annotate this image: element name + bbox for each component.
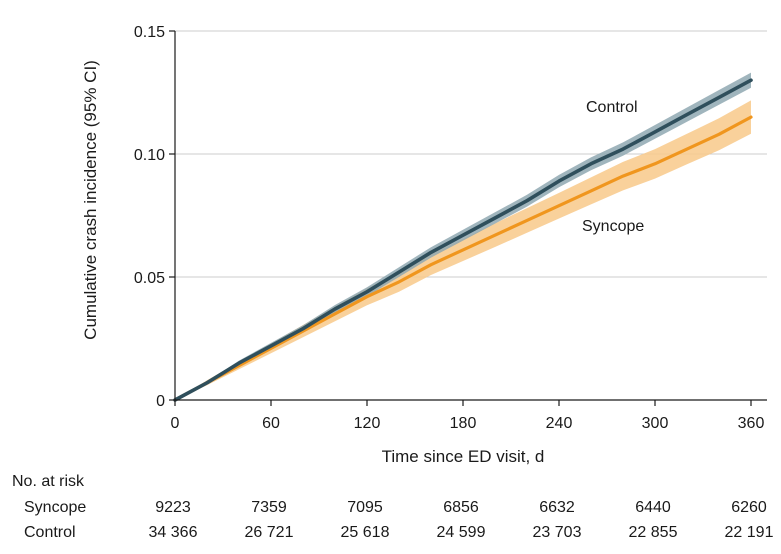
risk-value-control-3: 24 599 (437, 524, 486, 541)
risk-value-control-4: 23 703 (533, 524, 582, 541)
x-axis-label: Time since ED visit, d (382, 447, 545, 466)
x-tick-label-6: 360 (738, 415, 765, 432)
series-label-control: Control (586, 99, 638, 116)
risk-value-syncope-5: 6440 (635, 499, 671, 516)
x-tick-label-3: 180 (450, 415, 477, 432)
risk-value-control-5: 22 855 (629, 524, 678, 541)
x-tick-label-5: 300 (642, 415, 669, 432)
series-lines (173, 78, 753, 402)
y-axis-label: Cumulative crash incidence (95% CI) (81, 60, 100, 340)
axes (174, 31, 767, 401)
risk-row-label-control: Control (24, 524, 76, 541)
risk-value-syncope-4: 6632 (539, 499, 575, 516)
x-tick-label-0: 0 (171, 415, 180, 432)
y-tick-label-0: 0 (156, 393, 165, 410)
y-tick-label-3: 0.15 (134, 24, 165, 41)
risk-row-label-syncope: Syncope (24, 499, 86, 516)
series-line-control (173, 78, 753, 402)
y-tick-label-1: 0.05 (134, 270, 165, 287)
y-tick-label-2: 0.10 (134, 147, 165, 164)
y-axis-ticks: 0 0.05 0.10 0.15 (134, 24, 175, 410)
risk-value-syncope-3: 6856 (443, 499, 479, 516)
risk-value-control-6: 22 191 (725, 524, 774, 541)
risk-value-control-0: 34 366 (149, 524, 198, 541)
risk-value-control-2: 25 618 (341, 524, 390, 541)
series-line-syncope (173, 115, 753, 402)
risk-value-syncope-6: 6260 (731, 499, 767, 516)
x-tick-label-1: 60 (262, 415, 280, 432)
risk-value-syncope-2: 7095 (347, 499, 383, 516)
risk-value-control-1: 26 721 (245, 524, 294, 541)
x-axis-ticks: 0 60 120 180 240 300 360 (171, 400, 765, 432)
risk-value-syncope-1: 7359 (251, 499, 287, 516)
x-tick-label-2: 120 (354, 415, 381, 432)
risk-table-header: No. at risk (12, 473, 85, 490)
risk-table: Syncope 9223 7359 7095 6856 6632 6440 6260 Contr… (24, 499, 774, 541)
x-tick-label-4: 240 (546, 415, 573, 432)
series-label-syncope: Syncope (582, 218, 644, 235)
risk-value-syncope-0: 9223 (155, 499, 191, 516)
